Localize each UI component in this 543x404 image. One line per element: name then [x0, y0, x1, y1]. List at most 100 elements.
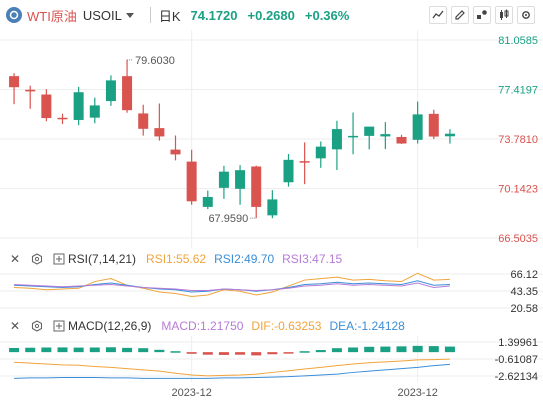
candle-body [186, 161, 197, 202]
candle-body [380, 134, 391, 137]
macd-bar [73, 347, 84, 353]
candle-body [299, 161, 310, 163]
rsi-chart[interactable]: 66.12 43.35 20.58 [0, 268, 543, 314]
candle-body [396, 136, 407, 144]
macd-bar [348, 347, 359, 353]
candle-body [9, 76, 20, 88]
candle-body [154, 128, 165, 137]
edit-icon[interactable] [451, 6, 469, 24]
candle-body [444, 133, 455, 137]
rsi1-value: RSI1:55.62 [146, 252, 207, 266]
expand-icon[interactable] [52, 319, 66, 333]
y-tick-label: -2.62134 [495, 371, 538, 383]
candle-body [428, 113, 439, 137]
candle-body [73, 92, 84, 120]
macd-bar [251, 352, 262, 356]
macd-bar [186, 352, 197, 354]
y-tick-label: 43.35 [510, 286, 538, 298]
dea-value: DEA:-1.24128 [329, 319, 405, 333]
candle-body [89, 105, 100, 118]
rsi-header: ✕ RSI(7,14,21) RSI1:55.62 RSI2:49.70 RSI… [0, 250, 543, 268]
candle-body [202, 196, 213, 207]
period-selector[interactable]: 日K [158, 8, 181, 24]
macd-bar [154, 349, 165, 353]
close-icon[interactable]: ✕ [9, 252, 21, 266]
y-tick-label: -0.61087 [495, 354, 538, 366]
candle-body [25, 89, 36, 92]
macd-bar [105, 347, 116, 353]
candle-body [251, 166, 262, 207]
macd-bar [364, 346, 375, 353]
candle-body [218, 171, 229, 188]
macd-bar [315, 350, 326, 353]
rsi-title: RSI(7,14,21) [68, 252, 137, 266]
candle-body [267, 199, 278, 216]
expand-icon[interactable] [52, 252, 66, 266]
candle-body [412, 114, 423, 140]
last-price: 74.1720 [190, 7, 238, 23]
macd-header: ✕ MACD(12,26,9) MACD:1.21750 DIF:-0.6325… [0, 317, 543, 335]
candle-body [235, 170, 246, 189]
macd-bar [396, 346, 407, 353]
macd-bar [202, 352, 213, 355]
y-tick-label: 66.5035 [498, 233, 538, 245]
candle-body [41, 94, 52, 119]
y-tick-label: 1.39961 [498, 337, 538, 349]
settings-icon[interactable] [517, 6, 535, 24]
candle-body [122, 76, 133, 111]
macd-bar [331, 348, 342, 353]
rsi3-value: RSI3:47.15 [282, 252, 343, 266]
candle-body [138, 113, 149, 129]
candle-body [364, 126, 375, 136]
macd-bar [428, 346, 439, 353]
candles-icon[interactable] [495, 6, 513, 24]
y-tick-label: 73.7810 [498, 134, 538, 146]
settings-icon[interactable] [30, 319, 44, 333]
symbol-code[interactable]: USOIL [82, 7, 122, 23]
rsi1-line [14, 272, 450, 297]
macd-bar [41, 347, 52, 353]
toolbar [429, 6, 535, 24]
macd-value: MACD:1.21750 [161, 319, 244, 333]
chevron-down-icon[interactable] [125, 12, 134, 18]
candle-body [348, 135, 359, 138]
macd-bar [444, 346, 455, 353]
candle-body [331, 129, 342, 150]
candle-body [105, 80, 116, 102]
rsi3-line [14, 282, 450, 292]
y-tick-label: 77.4197 [498, 85, 538, 97]
x-tick-label: 2023-12 [397, 387, 437, 399]
y-tick-label: 66.12 [510, 269, 538, 281]
dif-value: DIF:-0.63253 [251, 319, 322, 333]
close-icon[interactable]: ✕ [9, 319, 21, 333]
macd-bar [299, 351, 310, 353]
macd-bar [138, 348, 149, 353]
line-chart-icon[interactable] [429, 6, 447, 24]
candlestick-chart[interactable]: 81.0585 77.4197 73.7810 70.1423 66.5035 79.6… [0, 30, 543, 248]
candle-body [170, 149, 181, 155]
y-tick-label: 70.1423 [498, 183, 538, 195]
dea-line [14, 363, 450, 379]
y-tick-label: 20.58 [510, 303, 538, 314]
low-annotation: 67.9590 [208, 213, 248, 225]
symbol-logo-icon [6, 7, 22, 23]
symbol-header: WTI原油 USOIL 日K 74.1720 +0.2680 +0.36% [0, 0, 543, 30]
x-tick-label: 2023-12 [171, 387, 211, 399]
macd-bar [235, 352, 246, 355]
shapes-icon[interactable] [473, 6, 491, 24]
macd-chart[interactable]: 1.39961 -0.61087 -2.62134 2023-12 2023-12 [0, 336, 543, 400]
price-change-percent: +0.36% [304, 7, 350, 23]
macd-bar [267, 352, 278, 355]
macd-bar [412, 345, 423, 353]
macd-bar [218, 352, 229, 355]
rsi2-value: RSI2:49.70 [214, 252, 275, 266]
dif-line [14, 358, 450, 377]
macd-bar [380, 346, 391, 353]
macd-title: MACD(12,26,9) [68, 319, 152, 333]
settings-icon[interactable] [30, 252, 44, 266]
symbol-name[interactable]: WTI原油 [27, 8, 77, 24]
candle-body [57, 117, 68, 120]
macd-bar [283, 352, 294, 354]
price-change: +0.2680 [247, 7, 295, 23]
macd-bar [170, 351, 181, 353]
